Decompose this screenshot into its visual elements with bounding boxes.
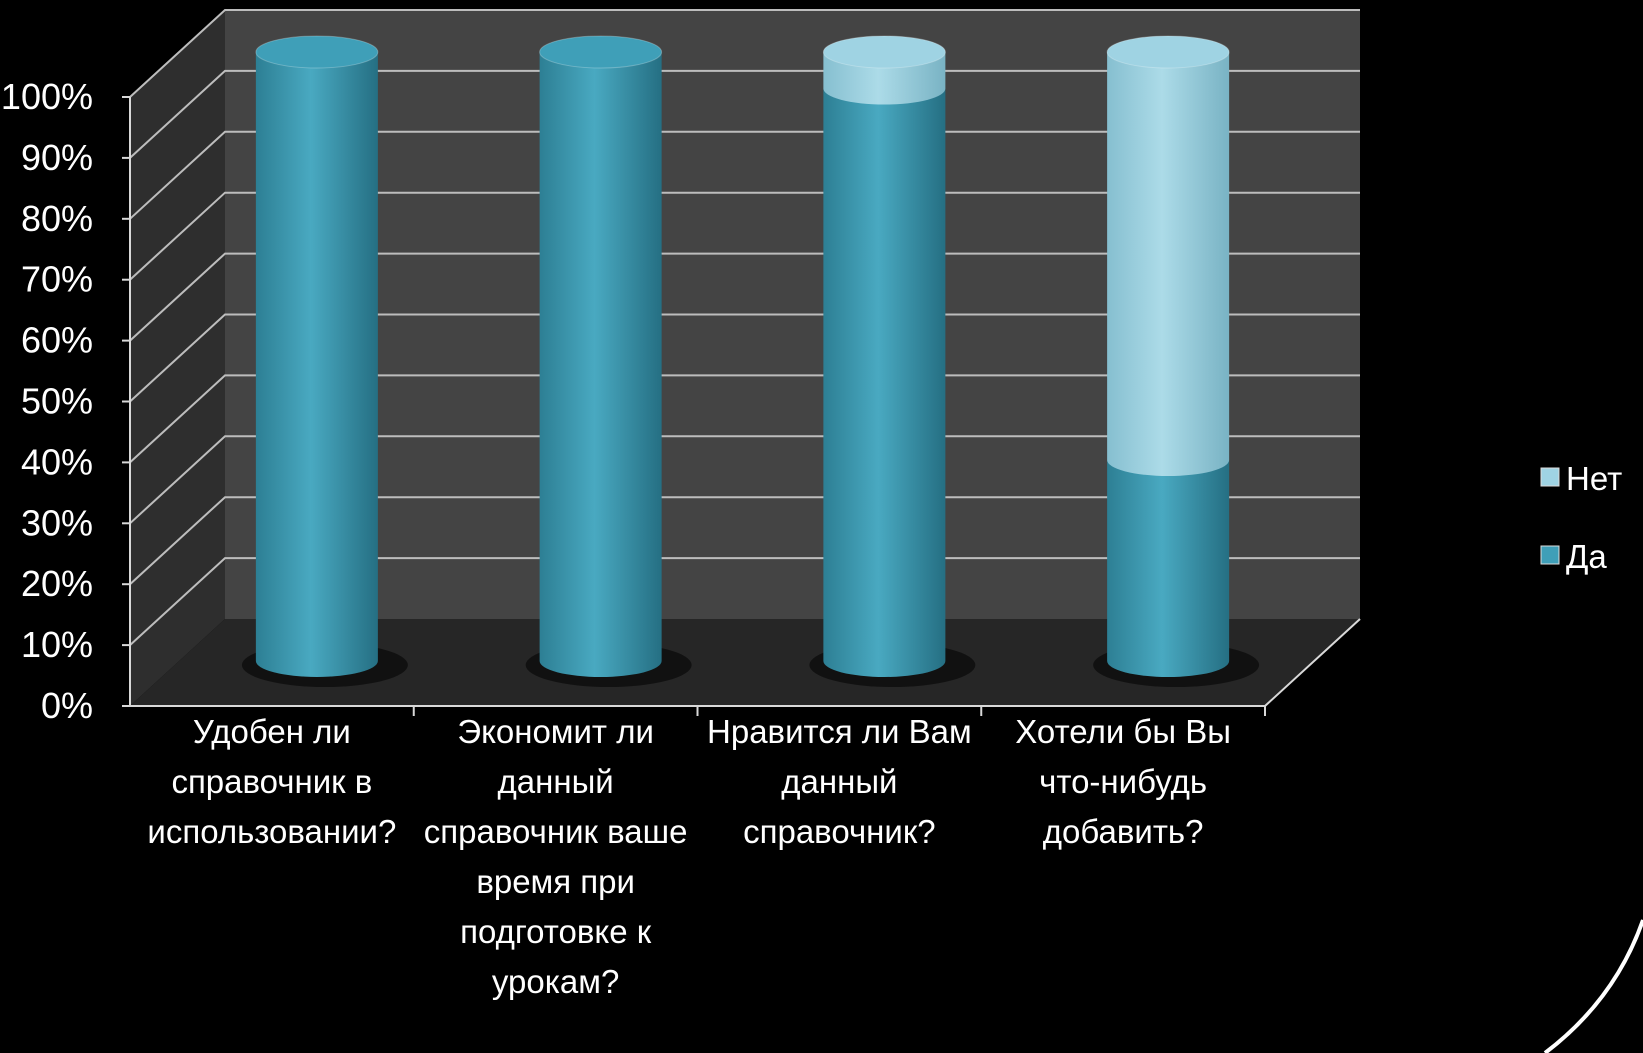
gridline — [129, 252, 1360, 342]
y-tick-label: 100% — [1, 76, 93, 117]
gridline — [129, 374, 1360, 464]
bar-segment-da — [1107, 460, 1230, 677]
x-category-label: Нравится ли Вам данный справочник? — [707, 713, 972, 850]
gridline — [129, 130, 1360, 220]
gridline — [129, 69, 1360, 159]
gridline — [129, 191, 1360, 281]
gridline — [129, 557, 1360, 646]
y-tick-label: 20% — [21, 563, 93, 604]
gridlines — [129, 9, 1360, 646]
legend-label: Да — [1566, 538, 1607, 575]
x-category-label: Хотели бы Вы что-нибудь добавить? — [1015, 713, 1231, 850]
bar-segment-net — [1107, 52, 1230, 477]
bars — [241, 35, 1260, 687]
x-category-label: Экономит ли данный справочник ваше время пр… — [424, 713, 688, 1000]
gridline — [129, 435, 1360, 525]
y-tick-label: 40% — [21, 441, 93, 482]
legend-swatch-net — [1540, 467, 1560, 487]
bar-segment-da — [823, 88, 946, 678]
legend: Нет Да — [1540, 460, 1622, 575]
y-tick-label: 0% — [41, 685, 93, 726]
y-tick-label: 60% — [21, 320, 93, 361]
floor-edge — [1264, 618, 1361, 707]
axes — [122, 96, 1361, 716]
legend-label: Нет — [1566, 460, 1622, 497]
y-tick-label: 80% — [21, 198, 93, 239]
y-tick-label: 10% — [21, 624, 93, 665]
y-tick-label: 50% — [21, 381, 93, 422]
bar-top-cap — [255, 35, 379, 69]
legend-swatch-da — [1540, 545, 1560, 565]
gridline — [129, 313, 1360, 403]
y-axis-tick-labels: 0% 10% 20% 30% 40% 50% 60% 70% 80% 90% 100% — [1, 76, 93, 726]
y-tick-label: 30% — [21, 502, 93, 543]
gridline — [129, 496, 1360, 585]
x-category-label: Удобен ли справочник в использовании? — [147, 713, 396, 850]
bar-top-cap — [1106, 35, 1230, 69]
y-tick-label: 70% — [21, 259, 93, 300]
bar-top-cap — [539, 35, 663, 69]
bar-segment-da — [539, 52, 662, 677]
y-tick-label: 90% — [21, 137, 93, 178]
x-axis-category-labels: Удобен ли справочник в использовании?Эконо… — [147, 713, 1231, 1000]
floor — [130, 619, 1360, 706]
gridline — [129, 9, 1360, 98]
slide-corner-decoration — [1543, 919, 1643, 1053]
bar-top-cap — [822, 35, 946, 69]
bar-segment-da — [255, 52, 378, 677]
